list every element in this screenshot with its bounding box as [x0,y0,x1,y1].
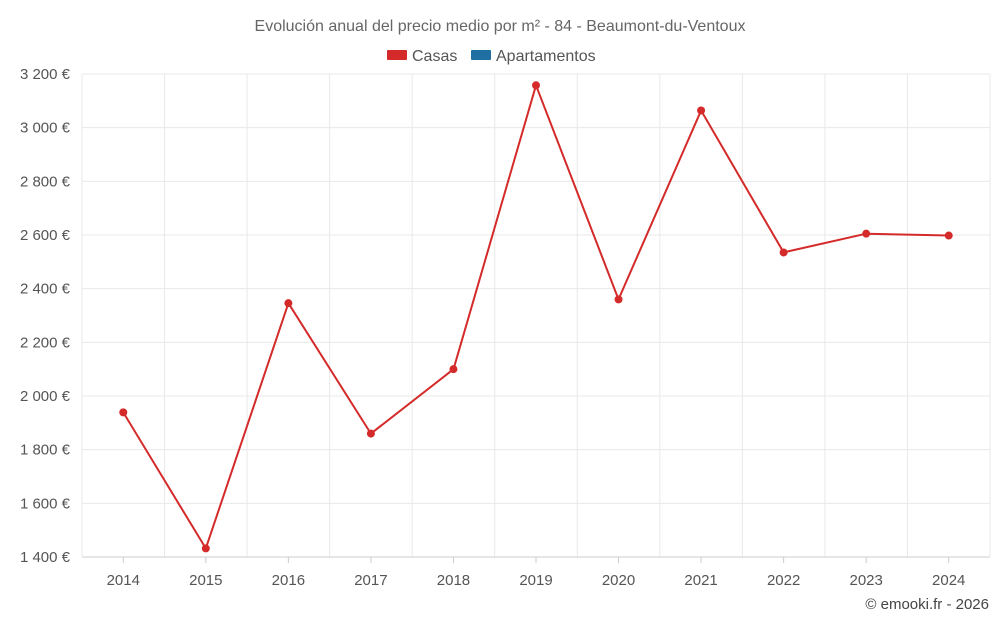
data-point-casas-2018[interactable] [449,365,458,374]
x-tick-label: 2020 [602,572,635,589]
data-point-casas-2023[interactable] [862,229,871,238]
data-point-casas-2019[interactable] [532,81,540,90]
legend-item-apartamentos[interactable]: Apartamentos [471,48,596,65]
x-tick-label: 2015 [189,572,222,589]
y-tick-label: 3 000 € [20,120,71,137]
y-tick-label: 2 200 € [20,334,71,351]
x-tick-label: 2016 [272,572,305,589]
x-tick-label: 2018 [437,572,470,589]
y-tick-label: 3 200 € [20,66,71,83]
x-tick-label: 2017 [354,572,387,589]
data-point-casas-2024[interactable] [944,231,953,240]
data-point-casas-2020[interactable] [614,295,623,304]
x-tick-label: 2019 [519,572,552,589]
data-point-casas-2017[interactable] [366,429,375,438]
x-tick-label: 2024 [932,572,965,589]
data-point-casas-2014[interactable] [119,408,128,417]
y-tick-label: 2 800 € [20,173,71,190]
chart-title: Evolución anual del precio medio por m² … [255,18,746,35]
credit-text: © emooki.fr - 2026 [865,596,989,613]
y-tick-label: 2 400 € [20,281,71,298]
axes: 1 400 € 1 600 € 1 800 € 2 000 € 2 200 € 2 400… [20,66,990,589]
legend: Casas Apartamentos [387,48,596,65]
y-tick-label: 2 000 € [20,388,71,405]
series [119,81,953,553]
x-tick-label: 2021 [684,572,717,589]
data-point-casas-2022[interactable] [779,248,788,257]
data-point-casas-2021[interactable] [697,106,706,115]
x-tick-label: 2022 [767,572,800,589]
y-tick-label: 1 400 € [20,549,71,566]
x-tick-label: 2023 [849,572,882,589]
y-tick-label: 1 600 € [20,495,71,512]
data-point-casas-2016[interactable] [284,299,293,308]
y-tick-label: 1 800 € [20,442,71,459]
legend-item-casas[interactable]: Casas [387,48,457,65]
data-point-casas-2015[interactable] [201,544,210,553]
x-tick-label: 2014 [107,572,140,589]
legend-swatch-apartamentos [471,50,491,60]
legend-label-casas: Casas [412,48,457,65]
y-tick-label: 2 600 € [20,227,71,244]
legend-label-apartamentos: Apartamentos [496,48,596,65]
legend-swatch-casas [387,50,407,60]
grid [81,73,991,557]
